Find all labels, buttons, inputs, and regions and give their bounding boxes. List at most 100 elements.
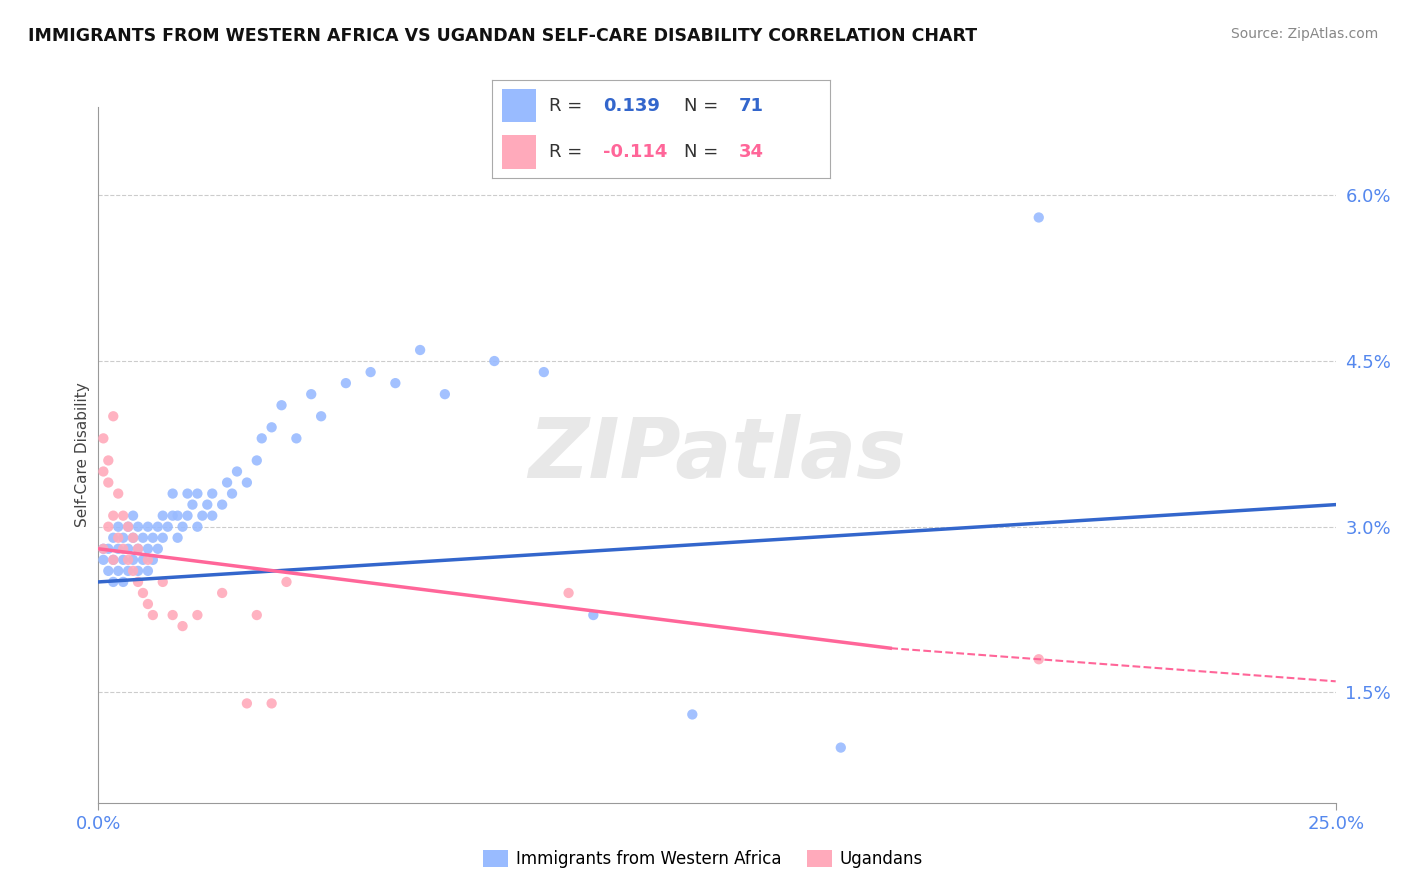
Point [309, 409, 332, 424]
Point [409, 343, 432, 357]
Point [1028, 652, 1050, 666]
Text: IMMIGRANTS FROM WESTERN AFRICA VS UGANDAN SELF-CARE DISABILITY CORRELATION CHART: IMMIGRANTS FROM WESTERN AFRICA VS UGANDA… [28, 27, 977, 45]
Point [166, 531, 188, 545]
Point [127, 541, 149, 556]
Text: Source: ZipAtlas.com: Source: ZipAtlas.com [1230, 27, 1378, 41]
Point [93, 541, 115, 556]
Point [132, 553, 155, 567]
Point [146, 519, 169, 533]
Point [112, 531, 135, 545]
Point [127, 574, 149, 589]
Text: N =: N = [685, 143, 724, 161]
Point [136, 553, 159, 567]
Point [162, 486, 184, 500]
Point [270, 398, 292, 412]
Point [681, 707, 703, 722]
Point [117, 564, 139, 578]
Point [172, 619, 194, 633]
Point [103, 553, 125, 567]
Point [582, 608, 605, 623]
Point [433, 387, 456, 401]
Text: -0.114: -0.114 [603, 143, 668, 161]
Point [127, 519, 149, 533]
Point [107, 541, 129, 556]
Point [152, 508, 174, 523]
Point [195, 498, 218, 512]
Text: 71: 71 [738, 97, 763, 115]
Point [384, 376, 406, 391]
Point [830, 740, 852, 755]
Point [276, 574, 298, 589]
Point [246, 453, 269, 467]
Point [211, 498, 233, 512]
Point [181, 498, 204, 512]
Point [127, 541, 149, 556]
Point [335, 376, 357, 391]
Point [112, 508, 135, 523]
Point [217, 475, 239, 490]
Point [117, 519, 139, 533]
Point [112, 553, 135, 567]
Text: N =: N = [685, 97, 724, 115]
Point [117, 553, 139, 567]
Point [201, 486, 224, 500]
Point [236, 697, 259, 711]
Point [107, 486, 129, 500]
Point [103, 409, 125, 424]
Point [136, 564, 159, 578]
Point [201, 508, 224, 523]
Point [117, 519, 139, 533]
Point [162, 608, 184, 623]
Point [260, 697, 283, 711]
Point [176, 486, 198, 500]
Point [97, 453, 120, 467]
Point [107, 531, 129, 545]
Point [236, 475, 259, 490]
Point [132, 531, 155, 545]
Point [146, 541, 169, 556]
Y-axis label: Self-Care Disability: Self-Care Disability [75, 383, 90, 527]
Point [122, 531, 145, 545]
Point [93, 431, 115, 445]
Point [132, 586, 155, 600]
Point [103, 574, 125, 589]
Point [122, 531, 145, 545]
Point [93, 553, 115, 567]
Bar [502, 89, 536, 122]
Point [1028, 211, 1050, 225]
Bar [502, 136, 536, 169]
Point [97, 519, 120, 533]
Point [122, 564, 145, 578]
Point [250, 431, 273, 445]
Point [112, 541, 135, 556]
Point [107, 519, 129, 533]
Point [97, 541, 120, 556]
Point [103, 508, 125, 523]
Point [299, 387, 322, 401]
Point [484, 354, 506, 368]
Point [246, 608, 269, 623]
Point [136, 541, 159, 556]
Point [533, 365, 555, 379]
Point [186, 519, 208, 533]
Point [122, 553, 145, 567]
Point [117, 541, 139, 556]
Point [166, 508, 188, 523]
Point [136, 519, 159, 533]
Point [136, 597, 159, 611]
Point [176, 508, 198, 523]
Point [97, 475, 120, 490]
Text: R =: R = [550, 97, 589, 115]
Point [127, 564, 149, 578]
Point [107, 564, 129, 578]
Point [142, 608, 165, 623]
Legend: Immigrants from Western Africa, Ugandans: Immigrants from Western Africa, Ugandans [477, 843, 929, 875]
Point [557, 586, 579, 600]
Point [142, 553, 165, 567]
Point [360, 365, 382, 379]
Point [103, 531, 125, 545]
Point [186, 486, 208, 500]
Point [226, 465, 249, 479]
Point [122, 508, 145, 523]
Point [260, 420, 283, 434]
